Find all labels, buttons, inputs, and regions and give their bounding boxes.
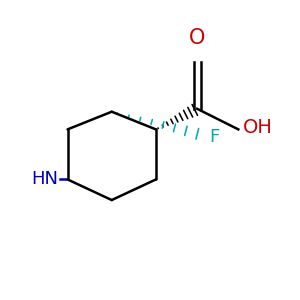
Text: O: O	[189, 28, 205, 48]
Text: HN: HN	[32, 170, 59, 188]
Text: OH: OH	[243, 118, 273, 137]
Text: F: F	[209, 128, 219, 146]
